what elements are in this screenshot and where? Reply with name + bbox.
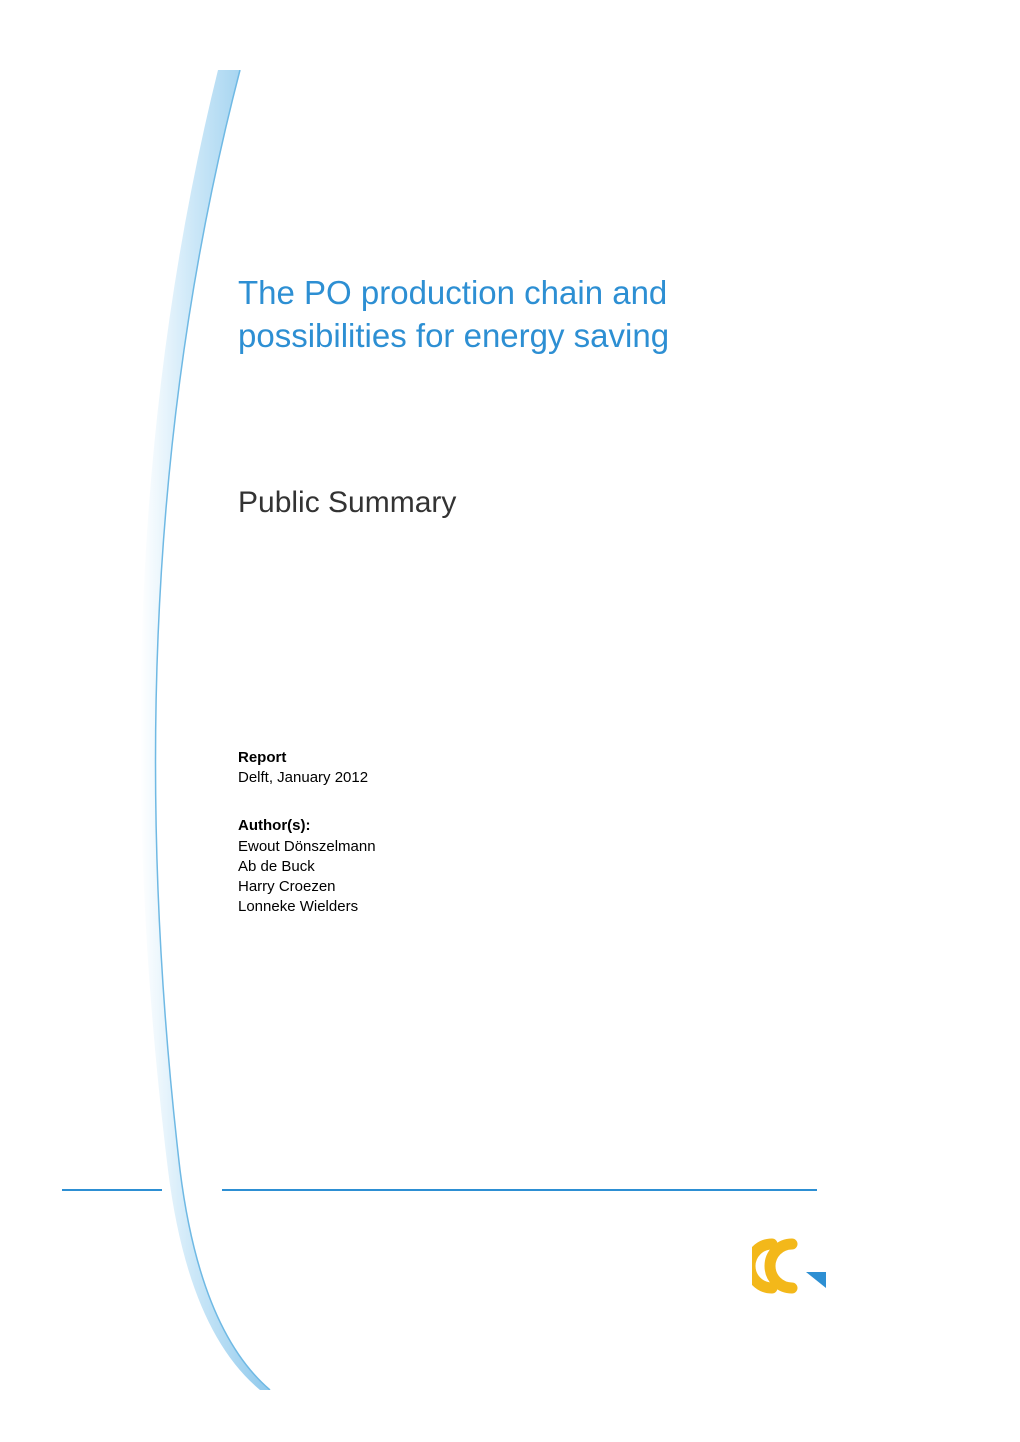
horizontal-rule-left: [62, 1189, 162, 1191]
author-name: Ab de Buck: [238, 857, 938, 877]
horizontal-rule-right: [222, 1189, 817, 1191]
metadata-block: Report Delft, January 2012 Author(s): Ew…: [238, 748, 938, 918]
title-line-2: possibilities for energy saving: [238, 317, 669, 354]
report-title: The PO production chain and possibilitie…: [238, 272, 938, 358]
cover-content: The PO production chain and possibilitie…: [238, 0, 938, 946]
report-cover-page: The PO production chain and possibilitie…: [0, 0, 1020, 1442]
report-block: Report Delft, January 2012: [238, 748, 938, 789]
authors-block: Author(s): Ewout Dönszelmann Ab de Buck …: [238, 816, 938, 917]
ce-logo-icon: [752, 1238, 830, 1294]
author-name: Ewout Dönszelmann: [238, 837, 938, 857]
title-line-1: The PO production chain and: [238, 274, 667, 311]
author-name: Lonneke Wielders: [238, 897, 938, 917]
author-name: Harry Croezen: [238, 877, 938, 897]
authors-label: Author(s):: [238, 816, 938, 836]
report-location-date: Delft, January 2012: [238, 768, 938, 788]
report-subtitle: Public Summary: [238, 486, 938, 520]
report-label: Report: [238, 748, 938, 768]
